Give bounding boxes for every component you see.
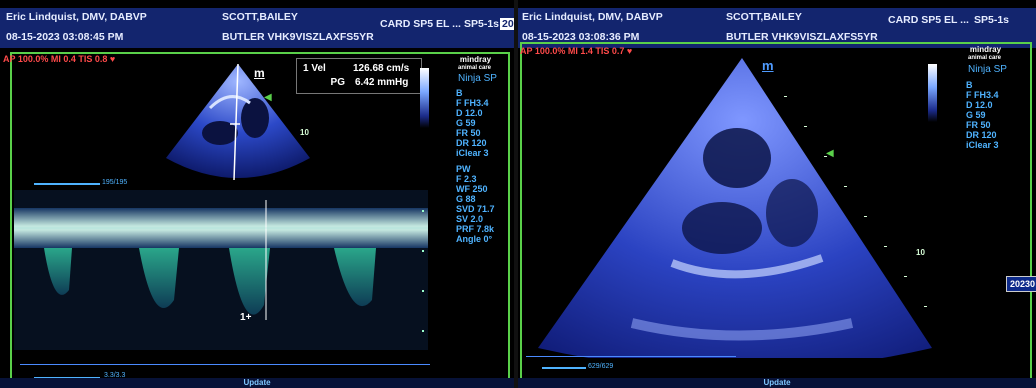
param-iclear: iClear 3: [456, 148, 489, 158]
patient-name: SCOTT,BAILEY: [726, 11, 802, 23]
pw-wall-filter: WF 250: [456, 184, 488, 194]
model-name: Ninja SP: [968, 64, 1007, 75]
param-dynamic-range: DR 120: [456, 138, 487, 148]
left-footer-label: Update: [243, 378, 271, 387]
acoustic-output-text: AP 100.0% MI 0.4 TIS 0.8: [3, 54, 108, 64]
brand-name: mindray: [459, 55, 492, 64]
depth-label: 10: [300, 128, 309, 137]
param-frequency: F FH3.4: [456, 98, 489, 108]
pressure-gradient-value: 6.42 mmHg: [355, 77, 409, 88]
cine-counter-top: 195/195: [102, 179, 128, 186]
left-header-bar: Eric Lindquist, DMV, DABVP SCOTT,BAILEY …: [0, 8, 514, 48]
param-frame-rate: FR 50: [966, 120, 991, 130]
depth-label: 10: [916, 248, 925, 257]
study-label: CARD SP5 EL ...: [888, 14, 969, 26]
brand-logo: mindray animal care: [458, 56, 491, 72]
orientation-marker: m: [254, 66, 265, 80]
cine-counter: 629/629: [588, 363, 614, 370]
grayscale-bar: [928, 64, 937, 122]
brand-logo: mindray animal care: [968, 46, 1001, 62]
left-status-footer: Update: [0, 378, 514, 388]
cine-timeline[interactable]: [20, 364, 430, 365]
focus-arrow-icon: ◀: [826, 148, 834, 159]
pw-angle: Angle 0°: [456, 234, 493, 244]
param-mode: B: [456, 88, 463, 98]
right-header-bar: Eric Lindquist, DMV, DABVP SCOTT,BAILEY …: [518, 8, 1036, 48]
pw-frequency: F 2.3: [456, 174, 477, 184]
exam-datetime: 08-15-2023 03:08:45 PM: [6, 31, 124, 43]
measurement-readout: 1 Vel 126.68 cm/s PG 6.42 mmHg: [296, 58, 422, 94]
acoustic-output-text: AP 100.0% MI 1.4 TIS 0.7: [520, 46, 625, 56]
param-iclear: iClear 3: [966, 140, 999, 150]
pw-svd: SVD 71.7: [456, 204, 495, 214]
acoustic-output: AP 100.0% MI 1.4 TIS 0.7 ♥: [520, 46, 632, 56]
param-dynamic-range: DR 120: [966, 130, 997, 140]
heart-icon: ♥: [626, 46, 633, 56]
pw-prf: PRF 7.8k: [456, 224, 495, 234]
param-mode: B: [966, 80, 973, 90]
brand-subtitle: animal care: [458, 65, 492, 71]
cine-progress-top[interactable]: [34, 183, 100, 185]
left-ultrasound-panel: Eric Lindquist, DMV, DABVP SCOTT,BAILEY …: [0, 0, 514, 388]
param-gain: G 59: [966, 110, 986, 120]
pw-sample-volume: SV 2.0: [456, 214, 484, 224]
cursor-marker[interactable]: 1+: [240, 312, 252, 323]
probe-tag: SP5-1s: [974, 14, 1010, 26]
patient-id: BUTLER VHK9VISZLAXFS5YR: [726, 31, 878, 43]
bmode-sector-image: [166, 63, 310, 181]
velocity-label: 1 Vel: [303, 63, 326, 74]
heart-icon: ♥: [109, 54, 116, 64]
cine-timeline[interactable]: [526, 356, 736, 357]
brand-name: mindray: [969, 45, 1002, 54]
right-footer-label: Update: [763, 378, 791, 387]
pw-gain: G 88: [456, 194, 476, 204]
orientation-marker: m: [762, 58, 774, 73]
focus-arrow-icon: ◀: [264, 92, 272, 103]
study-label: CARD SP5 EL ...: [380, 18, 461, 30]
param-frame-rate: FR 50: [456, 128, 481, 138]
cine-counter-bottom: 3.3/3.3: [104, 372, 126, 379]
panel-divider: [514, 0, 518, 388]
param-depth: D 12.0: [456, 108, 483, 118]
exam-datetime: 08-15-2023 03:08:36 PM: [522, 31, 640, 43]
bmode-sector-image-large: [538, 58, 932, 358]
bmode-params: B F FH3.4 D 12.0 G 59 FR 50 DR 120 iClea…: [456, 88, 489, 158]
param-gain: G 59: [456, 118, 476, 128]
side-id-tag: 20230: [1006, 276, 1036, 292]
right-ultrasound-panel: Eric Lindquist, DMV, DABVP SCOTT,BAILEY …: [518, 0, 1036, 388]
probe-tag: SP5-1s: [464, 18, 500, 30]
cursor-label: 1: [240, 312, 246, 323]
bmode-params: B F FH3.4 D 12.0 G 59 FR 50 DR 120 iClea…: [966, 80, 999, 150]
acoustic-output: AP 100.0% MI 0.4 TIS 0.8 ♥: [3, 54, 115, 64]
right-status-footer: Update: [518, 378, 1036, 388]
param-depth: D 12.0: [966, 100, 993, 110]
velocity-value: 126.68 cm/s: [353, 63, 410, 74]
patient-id: BUTLER VHK9VISZLAXFS5YR: [222, 31, 374, 43]
cine-progress[interactable]: [542, 367, 586, 369]
pressure-gradient-label: PG: [330, 77, 345, 88]
physician-name: Eric Lindquist, DMV, DABVP: [522, 11, 663, 23]
brand-subtitle: animal care: [968, 55, 1002, 61]
pw-params: PW F 2.3 WF 250 G 88 SVD 71.7 SV 2.0 PRF…: [456, 164, 495, 244]
param-frequency: F FH3.4: [966, 90, 999, 100]
id-tag: 202: [500, 18, 514, 30]
patient-name: SCOTT,BAILEY: [222, 11, 298, 23]
pw-mode: PW: [456, 164, 471, 174]
model-name: Ninja SP: [458, 73, 497, 84]
doppler-spectrum: [14, 190, 428, 350]
velocity-row: 1 Vel 126.68 cm/s: [303, 62, 415, 76]
pressure-gradient-row: PG 6.42 mmHg: [303, 76, 415, 90]
physician-name: Eric Lindquist, DMV, DABVP: [6, 11, 147, 23]
grayscale-bar: [420, 68, 429, 128]
